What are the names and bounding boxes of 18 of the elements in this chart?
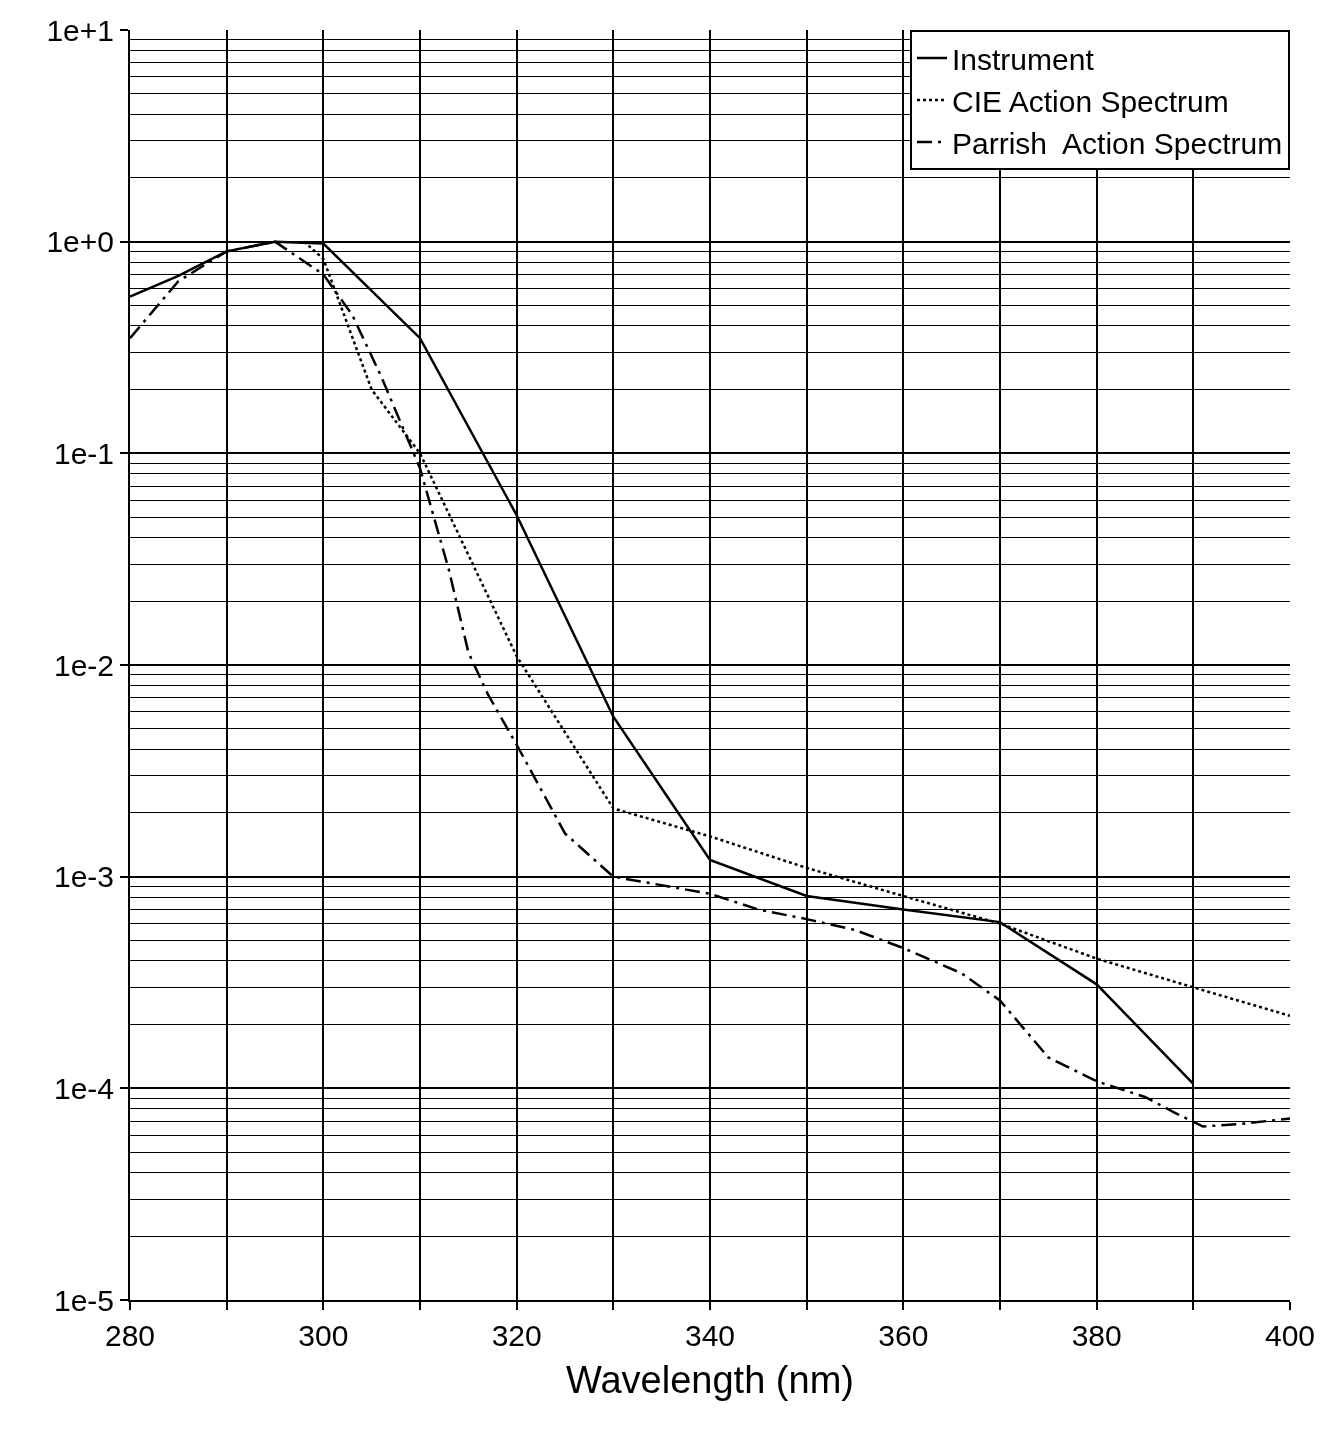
y-tick-label: 1e-4 bbox=[53, 1071, 114, 1105]
y-tick-label: 1e+1 bbox=[46, 13, 114, 47]
x-tick-label: 400 bbox=[1264, 1319, 1316, 1352]
x-axis-title: Wavelength (nm) bbox=[566, 1358, 854, 1401]
legend-label: Parrish Action Spectrum bbox=[952, 126, 1283, 160]
y-tick-label: 1e-2 bbox=[53, 648, 114, 682]
legend-label: Instrument bbox=[952, 42, 1095, 76]
x-tick-label: 300 bbox=[298, 1319, 349, 1352]
y-tick-label: 1e-3 bbox=[53, 860, 114, 894]
y-tick-label: 1e-1 bbox=[53, 436, 114, 470]
y-tick-label: 1e-5 bbox=[53, 1283, 114, 1317]
x-tick-label: 320 bbox=[491, 1319, 542, 1352]
x-tick-label: 340 bbox=[684, 1319, 736, 1352]
legend-label: CIE Action Spectrum bbox=[952, 84, 1229, 118]
x-tick-label: 280 bbox=[104, 1319, 156, 1352]
x-tick-label: 360 bbox=[878, 1319, 929, 1352]
x-tick-label: 380 bbox=[1071, 1319, 1122, 1352]
y-tick-label: 1e+0 bbox=[46, 225, 114, 259]
